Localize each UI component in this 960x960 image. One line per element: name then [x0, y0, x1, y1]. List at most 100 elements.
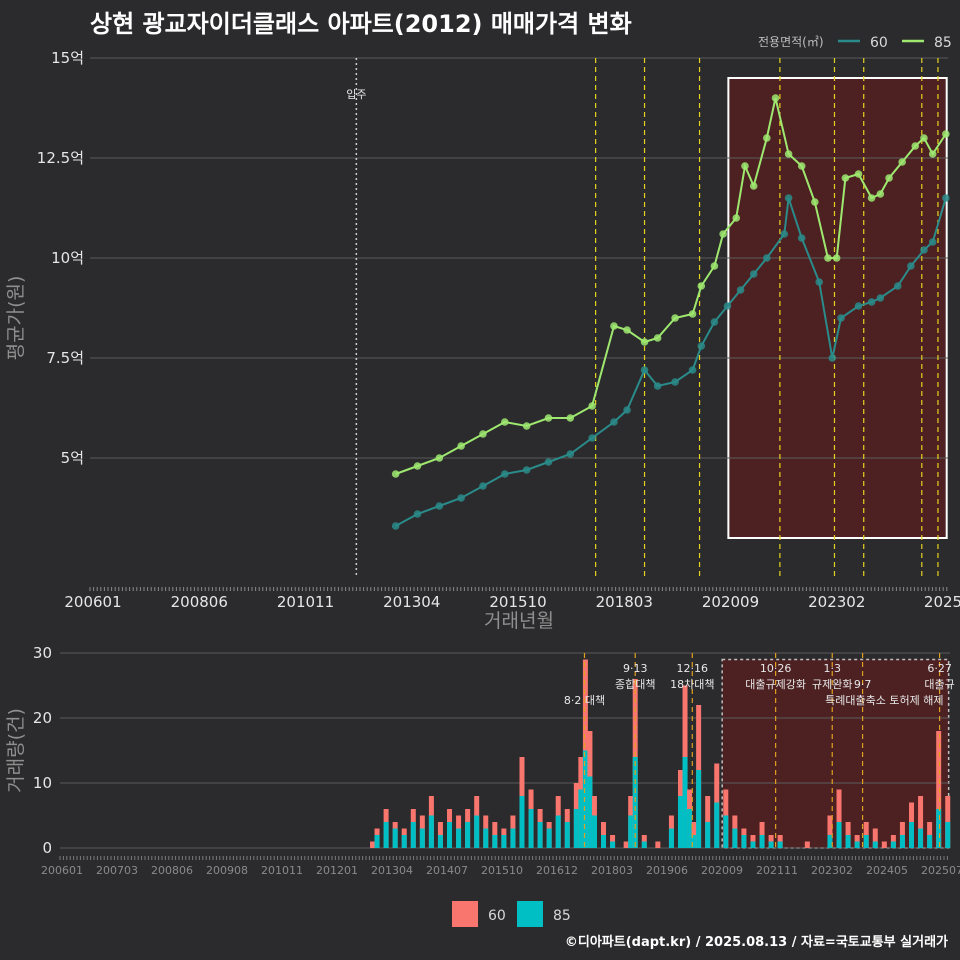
series-point-85 [457, 442, 465, 450]
volume-x-tick-label: 202111 [756, 864, 798, 877]
volume-x-tick-label: 202009 [701, 864, 743, 877]
bar-85 [945, 822, 951, 848]
top-axis-labels: 5억 7.5억 10억 12.5억 15억 200601 200806 201011 20130… [5, 49, 960, 632]
series-point-60 [479, 482, 487, 490]
bar-85 [927, 835, 933, 848]
bar-85 [678, 796, 684, 848]
legend-label-60: 60 [870, 35, 888, 51]
series-point-60 [710, 318, 719, 326]
series-point-85 [479, 430, 487, 438]
volume-x-tick-label: 201407 [426, 864, 468, 877]
series-point-60 [797, 234, 806, 242]
x-axis-title: 거래년월 [484, 610, 554, 632]
series-point-60 [588, 434, 596, 442]
bar-85 [401, 835, 407, 848]
bar-85 [863, 835, 869, 848]
bar-60 [836, 789, 842, 848]
series-point-85 [741, 162, 749, 170]
x-tick-label: 201304 [383, 593, 440, 611]
bar-85 [601, 835, 607, 848]
series-point-85 [920, 134, 928, 142]
y-tick-label: 7.5억 [46, 349, 84, 367]
bar-85 [890, 841, 896, 848]
bar-85 [691, 835, 697, 848]
y-tick-label: 15억 [51, 49, 84, 67]
x-tick-label: 201510 [489, 593, 546, 611]
series-point-85 [391, 470, 400, 478]
policy-annotation: 10·26 [760, 662, 792, 675]
page-title: 상현 광교자이더클래스 아파트(2012) 매매가격 변화 [90, 10, 632, 38]
bar-85 [447, 822, 453, 848]
volume-y-tick-label: 0 [42, 839, 52, 857]
series-point-85 [719, 230, 727, 238]
series-point-85 [771, 94, 780, 102]
policy-annotation: 특례대출축소 토허제 해제 [825, 693, 943, 707]
bar-85 [836, 822, 842, 848]
series-point-60 [544, 458, 553, 466]
volume-x-tick-label: 201803 [591, 864, 633, 877]
series-point-60 [920, 246, 928, 254]
volume-x-tick-label: 200908 [206, 864, 248, 877]
series-point-85 [942, 130, 950, 138]
bar-85 [768, 841, 774, 848]
bar-85 [750, 841, 756, 848]
bar-85 [474, 815, 480, 848]
bar-85 [732, 828, 738, 848]
volume-x-tick-label: 201510 [481, 864, 523, 877]
series-point-85 [928, 150, 937, 158]
volume-y-tick-label: 20 [33, 709, 52, 727]
top-event-lines: 입주 [346, 58, 939, 578]
series-point-85 [784, 150, 793, 158]
bar-85 [374, 835, 380, 848]
series-point-60 [749, 270, 758, 278]
bar-85 [827, 835, 833, 848]
bar-60 [623, 841, 629, 848]
series-point-60 [893, 282, 902, 290]
top-highlight-layer [727, 77, 948, 539]
bar-60 [918, 796, 924, 848]
policy-annotation: 18차대책 [670, 678, 714, 691]
legend-title: 전용면적(㎡) [758, 35, 824, 49]
bar-85 [714, 802, 720, 848]
bar-85 [845, 835, 851, 848]
series-point-85 [610, 322, 618, 330]
series-point-60 [828, 354, 837, 362]
series-point-60 [876, 294, 885, 302]
series-point-60 [610, 418, 618, 426]
series-point-60 [566, 450, 575, 458]
bar-60 [370, 841, 376, 848]
policy-annotation: 9·13 [623, 662, 648, 675]
bar-85 [632, 757, 638, 848]
series-point-60 [815, 278, 823, 286]
legend-label-85: 85 [934, 35, 952, 51]
series-point-85 [501, 418, 509, 426]
series-point-85 [566, 414, 575, 422]
bar-85 [696, 770, 702, 848]
bar-85 [465, 822, 471, 848]
policy-annotation: 1·3 [823, 662, 841, 675]
bar-85 [410, 822, 416, 848]
bar-85 [759, 835, 765, 848]
volume-x-tick-label: 200601 [41, 864, 83, 877]
bar-85 [573, 809, 579, 848]
bar-85 [582, 750, 588, 848]
series-point-85 [671, 314, 679, 322]
series-point-60 [784, 194, 793, 202]
series-point-60 [623, 406, 631, 414]
policy-annotation: 12·16 [677, 662, 709, 675]
bar-85 [741, 835, 747, 848]
top-gridlines [90, 57, 948, 459]
bar-85 [546, 828, 552, 848]
bar-85 [587, 776, 593, 848]
bar-85 [918, 828, 924, 848]
series-point-85 [824, 254, 832, 262]
bar-60 [881, 841, 887, 848]
bar-85 [936, 809, 942, 848]
series-point-85 [832, 254, 841, 262]
bar-85 [723, 815, 729, 848]
bar-60 [804, 841, 810, 848]
bar-85 [419, 828, 425, 848]
series-point-85 [885, 174, 893, 182]
series-point-85 [811, 198, 819, 206]
series-point-60 [522, 466, 531, 474]
